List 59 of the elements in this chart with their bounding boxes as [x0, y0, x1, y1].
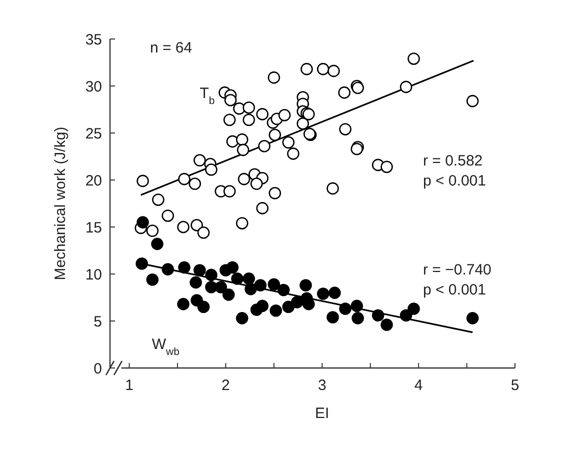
point — [214, 281, 228, 294]
point — [300, 279, 312, 292]
x-tick-label: 1 — [125, 377, 134, 394]
point — [350, 300, 364, 312]
point — [270, 304, 282, 317]
y-tick-label: 35 — [85, 31, 102, 48]
point — [380, 318, 393, 331]
point — [190, 276, 202, 289]
point — [194, 264, 206, 276]
point — [222, 288, 235, 301]
y-tick-label: 5 — [94, 313, 102, 330]
annotation: r = 0.582 — [423, 152, 483, 170]
point — [231, 272, 244, 285]
point — [178, 261, 190, 274]
point — [352, 312, 364, 324]
annotation: r = −0.740 — [423, 261, 492, 278]
point — [226, 261, 239, 274]
y-tick-label: 0 — [94, 360, 102, 378]
point — [372, 309, 384, 322]
point — [242, 272, 256, 285]
point — [339, 302, 352, 315]
point — [277, 284, 290, 296]
point — [268, 278, 280, 290]
x-tick-label: 4 — [414, 377, 423, 394]
point — [244, 282, 257, 296]
series-label: W$_{wb}$ — [152, 336, 180, 358]
point — [205, 268, 218, 282]
point — [197, 300, 210, 314]
point — [282, 300, 295, 314]
annotation: p < 0.001 — [423, 281, 486, 298]
annotation: p < 0.001 — [423, 172, 486, 190]
y-axis-title: Mechanical work (J/kg) — [52, 126, 69, 280]
y-tick-label: 15 — [85, 219, 102, 236]
point — [236, 312, 248, 324]
point — [151, 238, 164, 250]
x-tick-label: 5 — [510, 377, 520, 394]
annotation: n = 64 — [150, 39, 192, 56]
point — [256, 300, 269, 312]
point — [316, 288, 330, 300]
point — [177, 298, 190, 310]
y-tick-label: 25 — [85, 125, 102, 142]
x-tick-label: 3 — [318, 377, 326, 394]
point — [290, 296, 304, 308]
y-tick-label: 10 — [85, 266, 102, 284]
y-tick-label: 30 — [85, 78, 102, 96]
x-axis-title: EI — [315, 405, 330, 422]
x-tick-label: 2 — [222, 377, 230, 394]
point — [328, 286, 341, 299]
point — [162, 263, 174, 276]
point — [254, 279, 267, 292]
point — [136, 258, 148, 270]
y-tick-label: 20 — [85, 172, 102, 190]
series-label: T$_{b}$ — [200, 84, 215, 107]
point — [326, 311, 339, 324]
point — [136, 216, 149, 228]
point — [146, 273, 159, 286]
point — [466, 312, 479, 324]
point — [400, 309, 412, 322]
point — [408, 302, 420, 315]
